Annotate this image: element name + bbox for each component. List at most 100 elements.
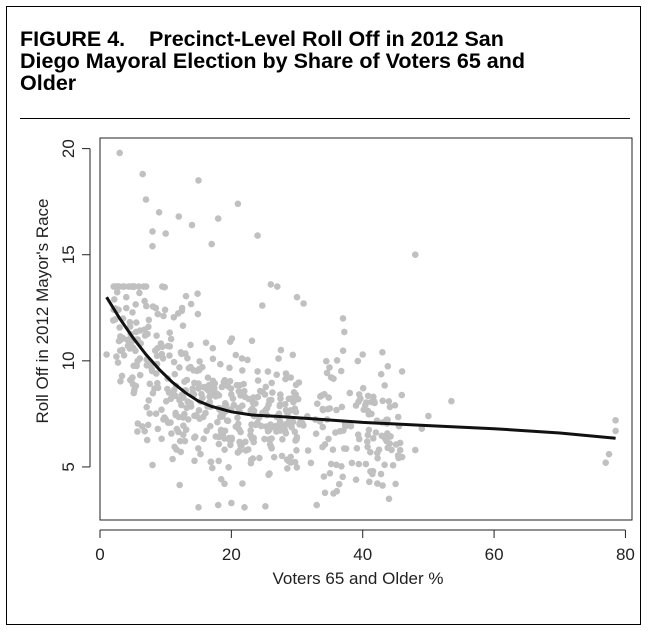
data-point: [168, 430, 175, 437]
data-point: [239, 402, 246, 410]
data-point: [221, 427, 229, 435]
data-point: [392, 441, 400, 448]
data-point: [377, 470, 385, 478]
data-point: [149, 303, 157, 310]
data-point: [191, 434, 198, 442]
data-point: [254, 232, 261, 239]
data-point: [132, 382, 140, 390]
data-point: [209, 355, 217, 363]
data-point: [319, 405, 327, 413]
data-point: [190, 367, 197, 374]
data-point: [167, 335, 175, 343]
data-point: [175, 413, 183, 421]
data-point: [241, 393, 249, 401]
data-point: [149, 461, 156, 469]
data-point: [312, 430, 320, 438]
data-point: [143, 403, 150, 411]
data-point: [338, 463, 345, 470]
data-point: [207, 458, 215, 466]
data-point: [244, 356, 251, 364]
data-point: [160, 312, 167, 320]
data-point: [141, 297, 148, 305]
data-point: [119, 346, 126, 354]
data-point: [385, 495, 393, 503]
data-point: [268, 379, 276, 387]
data-point: [355, 391, 363, 398]
data-point: [241, 504, 248, 511]
data-point: [276, 401, 284, 408]
data-point: [162, 230, 169, 237]
data-point: [111, 316, 119, 323]
data-point: [145, 316, 153, 324]
data-point: [177, 448, 185, 456]
x-tick-label: 60: [485, 545, 504, 564]
data-point: [207, 422, 214, 430]
data-point: [227, 441, 234, 449]
data-point: [149, 228, 156, 235]
data-point: [381, 382, 389, 389]
data-point: [612, 427, 619, 435]
data-point: [169, 455, 176, 463]
data-point: [129, 309, 136, 316]
data-point: [279, 436, 286, 443]
data-point: [339, 347, 347, 355]
data-point: [284, 410, 292, 417]
data-point: [281, 400, 289, 408]
data-point: [612, 417, 619, 424]
data-point: [327, 460, 335, 468]
data-point: [360, 406, 368, 414]
data-point: [377, 370, 385, 378]
y-tick-label: 10: [59, 351, 78, 370]
data-point: [160, 416, 167, 423]
data-point: [375, 446, 383, 454]
data-point: [221, 480, 228, 488]
data-point: [143, 436, 151, 444]
data-point: [323, 357, 330, 365]
data-point: [379, 397, 387, 405]
data-point: [203, 427, 210, 435]
data-point: [254, 377, 262, 384]
y-tick-label: 20: [59, 139, 78, 158]
data-point: [278, 452, 286, 460]
data-point: [178, 350, 185, 358]
data-point: [250, 394, 257, 401]
data-point: [155, 209, 163, 216]
data-point: [239, 480, 246, 487]
data-point: [392, 480, 399, 488]
data-point: [273, 428, 280, 435]
data-point: [339, 473, 347, 481]
data-point: [158, 406, 165, 414]
data-point: [261, 435, 268, 443]
data-point: [103, 351, 110, 358]
data-point: [175, 213, 183, 220]
data-point: [166, 352, 173, 359]
data-point: [321, 441, 329, 448]
title-line-2: Diego Mayoral Election by Share of Voter…: [20, 49, 525, 73]
data-point: [394, 452, 402, 459]
data-point: [325, 435, 332, 443]
data-point: [389, 462, 397, 469]
data-point: [187, 403, 195, 410]
data-point: [165, 389, 173, 396]
data-point: [370, 393, 377, 401]
title-divider: [20, 118, 630, 119]
data-point: [326, 364, 333, 371]
data-point: [293, 293, 301, 301]
data-point: [142, 196, 150, 203]
data-point: [111, 296, 118, 303]
data-point: [218, 383, 226, 391]
data-point: [148, 367, 156, 375]
data-point: [270, 453, 278, 461]
data-point: [226, 377, 234, 385]
data-point: [195, 407, 203, 414]
data-point: [241, 387, 248, 395]
data-point: [146, 380, 154, 388]
data-point: [248, 456, 255, 464]
y-axis: 5 10 15 20: [59, 139, 91, 472]
data-point: [164, 419, 172, 427]
data-point: [221, 446, 228, 454]
data-point: [176, 481, 183, 489]
data-point: [272, 422, 280, 430]
data-point: [285, 417, 293, 424]
